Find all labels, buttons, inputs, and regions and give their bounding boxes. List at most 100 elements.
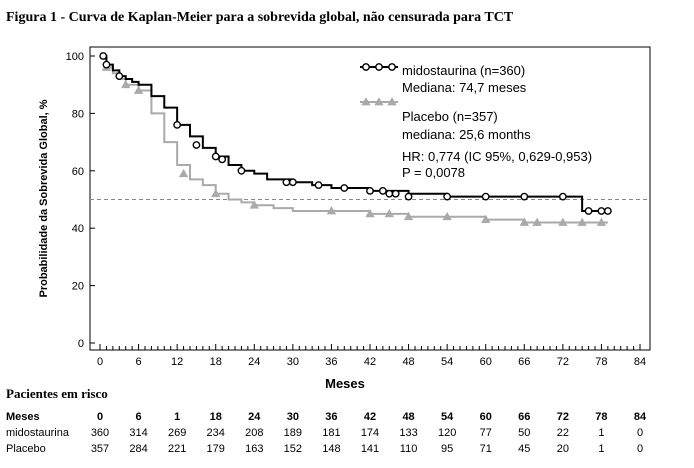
risk-cell: 78 [595,411,608,423]
y-tick-label: 20 [72,281,84,293]
censor-mark [282,178,291,187]
x-tick-label: 60 [480,356,492,368]
risk-cell: 6 [135,411,142,423]
censor-mark [558,192,567,201]
risk-cell: 110 [399,443,418,455]
kaplan-meier-chart: 0 20 40 60 80 100 0 6 12 18 24 30 36 42 48 54 60 66 72 78 84… [38,46,651,390]
risk-cell: 0 [96,411,104,423]
x-tick-label: 42 [364,356,376,368]
censor-mark [374,97,384,106]
figure-title: Figura 1 - Curva de Kaplan-Meier para a … [6,10,514,25]
x-tick-label: 72 [557,356,569,368]
x-tick-label: 54 [441,356,453,368]
censor-mark [340,184,349,192]
y-tick-label: 80 [72,108,84,120]
risk-cell: 152 [283,443,303,455]
risk-table: Pacientes em risco Meses 0 6 1 18 24 30 36 42 48… [0,384,694,468]
censor-mark [211,188,221,198]
censor-mark [481,192,490,201]
risk-cell: 45 [518,443,531,455]
censor-mark [237,166,246,175]
risk-cell: 1 [174,411,181,423]
censor-mark [102,60,111,69]
censor-mark [391,189,400,198]
risk-row-label: Placebo [6,443,46,455]
censor-mark [597,207,606,215]
risk-cell: 133 [399,427,418,439]
risk-table-header-label: Meses [6,411,40,423]
censor-mark [173,120,182,129]
risk-cell: 181 [322,427,341,439]
censor-mark [403,211,414,221]
risk-cell: 189 [283,427,303,439]
x-tick-label: 84 [634,356,646,368]
censor-mark [378,186,387,195]
risk-cell: 0 [636,443,644,455]
y-tick-label: 40 [72,223,84,235]
censor-mark [121,79,131,89]
x-tick-label: 24 [248,356,260,368]
risk-cell: 163 [245,443,264,455]
x-tick-label: 30 [287,356,299,368]
censor-mark [387,97,397,106]
censor-mark [442,211,452,221]
risk-cell: 174 [360,427,380,439]
censor-mark [443,192,452,201]
risk-cell: 77 [479,427,492,439]
censor-mark [366,186,374,195]
censor-mark [584,207,593,215]
risk-cell: 284 [129,443,148,455]
x-tick-label: 66 [518,356,530,368]
risk-cell: 221 [167,443,187,455]
axes-layer: 0 20 40 60 80 100 0 6 12 18 24 30 36 42 48 54 60 66 72 78 84… [38,51,646,390]
legend-p-value: P = 0,0078 [402,165,465,180]
censor-mark [365,209,375,218]
y-tick-label: 60 [72,166,84,178]
risk-cell: 360 [90,427,110,439]
censor-mark [211,152,220,161]
risk-cell: 179 [206,443,225,455]
risk-cell: 30 [286,411,299,423]
risk-cell: 22 [556,427,569,439]
y-tick-label: 0 [78,338,84,350]
x-tick-label: 18 [210,356,222,368]
risk-cell: 1 [598,427,605,439]
risk-cell: 36 [325,411,338,423]
censor-mark [384,209,394,218]
risk-cell: 208 [245,427,264,439]
censor-mark [388,63,396,71]
risk-table-header-row: Meses 0 6 1 18 24 30 36 42 48 54 60 66 72 78 84 [0,411,694,427]
risk-cell: 120 [437,427,457,439]
x-tick-label: 78 [595,356,607,368]
censor-mark [596,217,607,226]
risk-cell: 357 [90,443,110,455]
risk-table-row-midostaurina: midostaurina 360 314 269 234 208 189 181 174 133… [0,427,694,443]
x-axis-label: Meses [325,376,365,390]
risk-table-row-placebo: Placebo 357 284 221 179 163 152 148 141 110 95 71 4… [0,443,694,459]
censor-mark [404,192,413,201]
risk-row-label: midostaurina [6,427,69,439]
censor-mark [558,217,568,226]
y-axis-label: Probabilidade da Sobrevida Global, % [38,99,50,297]
legend-midostaurina-median: Mediana: 74,7 meses [402,80,527,95]
censor-mark [288,178,297,187]
censor-mark [115,72,124,80]
series-midostaurina [99,52,612,215]
censor-mark [218,155,227,164]
censor-mark [519,217,529,226]
risk-cell: 314 [129,427,148,439]
series-placebo [100,55,608,226]
censor-mark [603,207,612,215]
censor-mark [362,63,370,71]
risk-cell: 71 [479,443,492,455]
censor-mark [532,217,542,226]
risk-cell: 18 [209,411,222,423]
risk-cell: 84 [633,411,647,423]
risk-cell: 60 [479,411,492,423]
risk-cell: 141 [360,443,380,455]
risk-cell: 1 [598,443,605,455]
risk-cell: 234 [206,427,225,439]
legend-placebo-median: mediana: 25,6 months [402,127,531,142]
x-tick-label: 48 [402,356,414,368]
censor-mark [133,85,144,94]
